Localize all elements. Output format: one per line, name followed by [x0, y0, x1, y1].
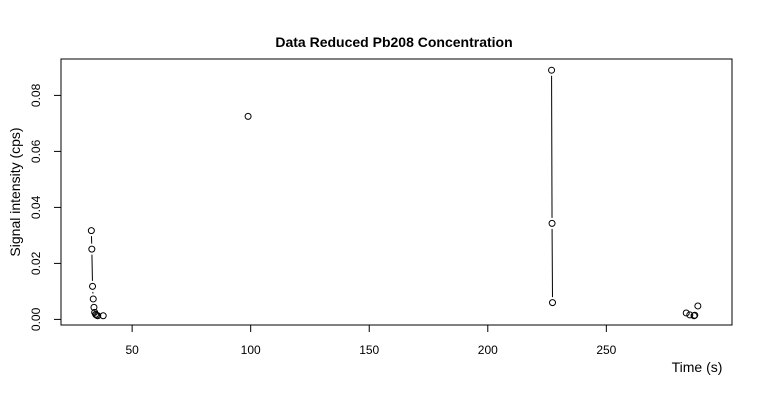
data-point [548, 219, 556, 227]
data-point [90, 303, 98, 311]
y-tick-label: 0.02 [29, 251, 43, 275]
data-point [682, 309, 690, 317]
data-point [690, 312, 698, 320]
data-points [87, 66, 702, 320]
x-axis-label: Time (s) [672, 359, 723, 375]
data-point [99, 312, 107, 320]
y-tick-label: 0.00 [29, 307, 43, 331]
data-point [94, 312, 102, 320]
data-point [88, 245, 96, 253]
data-point [244, 112, 252, 120]
data-point [89, 282, 97, 290]
y-axis-label: Signal intensity (cps) [7, 127, 23, 256]
x-tick-label: 50 [125, 343, 139, 357]
x-tick-label: 150 [359, 343, 379, 357]
connector-lines [90, 75, 553, 298]
data-point [87, 227, 95, 235]
x-tick-label: 100 [241, 343, 261, 357]
y-axis: 0.00 0.02 0.04 0.06 0.08 [29, 83, 62, 331]
data-point [549, 299, 557, 307]
y-tick-label: 0.04 [29, 195, 43, 219]
data-point [694, 302, 702, 310]
x-tick-label: 250 [596, 343, 616, 357]
x-axis: 50 100 150 200 250 [125, 324, 617, 357]
data-point [89, 295, 97, 303]
x-tick-label: 200 [478, 343, 498, 357]
data-point [686, 311, 694, 319]
plot-frame [60, 58, 733, 326]
data-point [691, 311, 699, 319]
y-tick-label: 0.08 [29, 83, 43, 107]
y-tick-label: 0.06 [29, 139, 43, 163]
chart-title: Data Reduced Pb208 Concentration [275, 34, 512, 50]
data-point [548, 66, 556, 74]
connector-line [91, 254, 93, 281]
